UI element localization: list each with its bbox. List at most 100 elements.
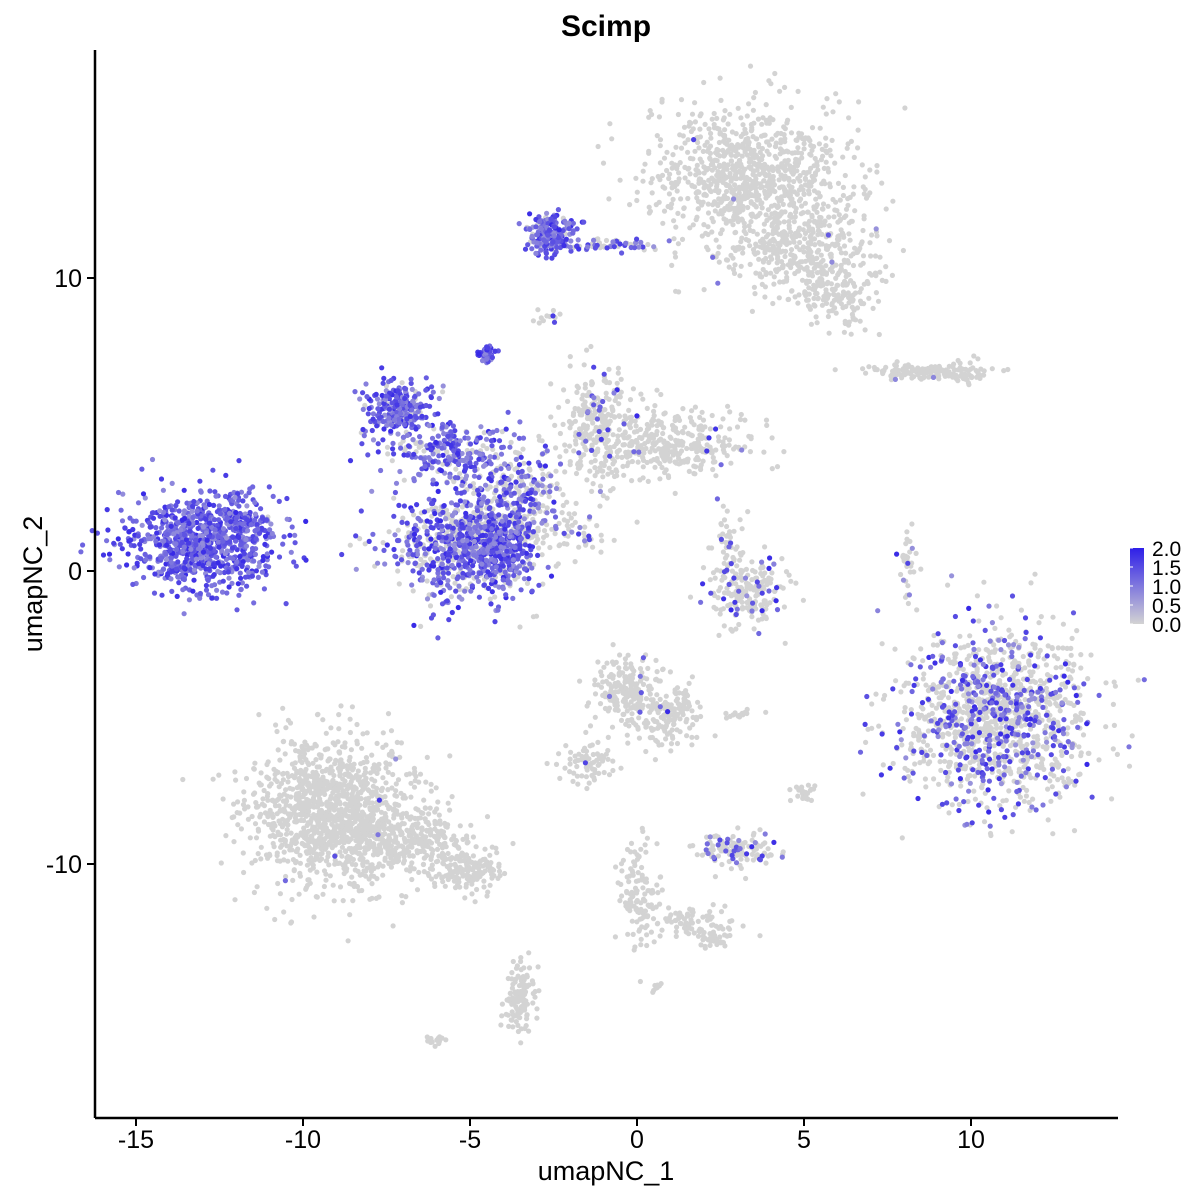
cell-point (620, 432, 626, 438)
cell-point (567, 756, 573, 762)
cell-point (936, 376, 942, 382)
cell-point (763, 417, 770, 423)
cell-point (946, 759, 952, 766)
cell-point (674, 685, 681, 691)
cell-point (647, 108, 653, 114)
cell-point (328, 725, 334, 731)
cell-point (670, 182, 676, 188)
cell-point (581, 362, 587, 368)
cell-point (926, 369, 932, 375)
cell-point (1036, 620, 1042, 626)
cell-point (860, 227, 866, 234)
cell-point (673, 460, 679, 466)
cell-point (872, 253, 879, 259)
cell-point (679, 442, 686, 448)
cell-point (857, 298, 864, 304)
cell-point (735, 219, 741, 225)
cell-point (737, 557, 743, 563)
cell-point (622, 690, 628, 696)
cell-point (822, 181, 828, 187)
cell-point (921, 671, 927, 677)
cell-point (782, 253, 788, 260)
cell-point (676, 417, 683, 423)
cell-point (761, 228, 767, 234)
cell-point (749, 559, 755, 565)
cell-point (540, 540, 546, 546)
cell-point (759, 145, 766, 152)
cell-point (710, 466, 716, 473)
cell-point (772, 70, 778, 77)
cell-point (825, 203, 831, 209)
cell-point (843, 250, 849, 256)
cell-point (991, 649, 998, 655)
cell-point (780, 184, 786, 190)
cell-point (1085, 676, 1091, 682)
cell-point (638, 391, 644, 397)
cell-point (520, 446, 526, 452)
cell-point (630, 705, 636, 711)
cell-point (1103, 680, 1109, 686)
cell-point (671, 717, 677, 724)
cell-point (649, 190, 655, 196)
cell-point (730, 833, 736, 840)
cell-point (626, 723, 632, 729)
cell-point (965, 368, 972, 374)
cell-point (792, 294, 798, 300)
cell-point (614, 454, 621, 460)
cell-point (914, 607, 920, 613)
cell-point (911, 656, 917, 662)
cell-point (1065, 725, 1071, 731)
cell-point (782, 640, 788, 646)
cell-point (705, 210, 712, 216)
cell-point (777, 279, 783, 285)
cell-point (905, 600, 912, 607)
cell-point (777, 88, 783, 94)
cell-point (695, 139, 701, 146)
cell-point (627, 415, 633, 421)
cell-point (679, 236, 686, 242)
cell-point (281, 849, 287, 855)
cell-point (809, 147, 815, 153)
cell-point (622, 700, 629, 706)
cell-point (771, 274, 777, 280)
cell-point (260, 796, 266, 802)
cell-point (808, 152, 814, 158)
cell-point (680, 406, 686, 412)
cell-point (383, 780, 389, 786)
cell-point (675, 241, 682, 247)
cell-point (840, 184, 847, 190)
cell-point (806, 227, 812, 234)
cell-point (759, 281, 765, 287)
cell-point (788, 130, 795, 136)
cell-point (612, 689, 618, 695)
cell-point (556, 543, 562, 549)
cell-point (733, 131, 739, 137)
cell-point (220, 796, 226, 802)
cell-point (592, 691, 599, 697)
cell-point (962, 376, 969, 382)
cell-point (614, 449, 620, 455)
cell-point (611, 414, 617, 420)
cell-point (856, 99, 862, 105)
cell-point (696, 145, 702, 151)
cell-point (603, 237, 610, 244)
cell-point (521, 460, 527, 466)
cell-point (952, 734, 959, 741)
cell-point (675, 701, 681, 707)
cell-point (283, 831, 290, 837)
cell-point (783, 248, 789, 254)
cell-point (936, 781, 942, 787)
cell-point (848, 331, 854, 337)
cell-point (764, 139, 770, 145)
cell-point (787, 787, 793, 793)
cell-point (671, 236, 677, 242)
cell-point (1053, 665, 1059, 671)
cell-point (806, 183, 812, 189)
cell-point (736, 157, 743, 164)
cell-point (673, 224, 679, 230)
cell-point (769, 165, 775, 171)
cell-point (759, 205, 765, 211)
cell-point (232, 897, 238, 903)
cell-point (740, 568, 746, 574)
cell-point (989, 366, 995, 372)
